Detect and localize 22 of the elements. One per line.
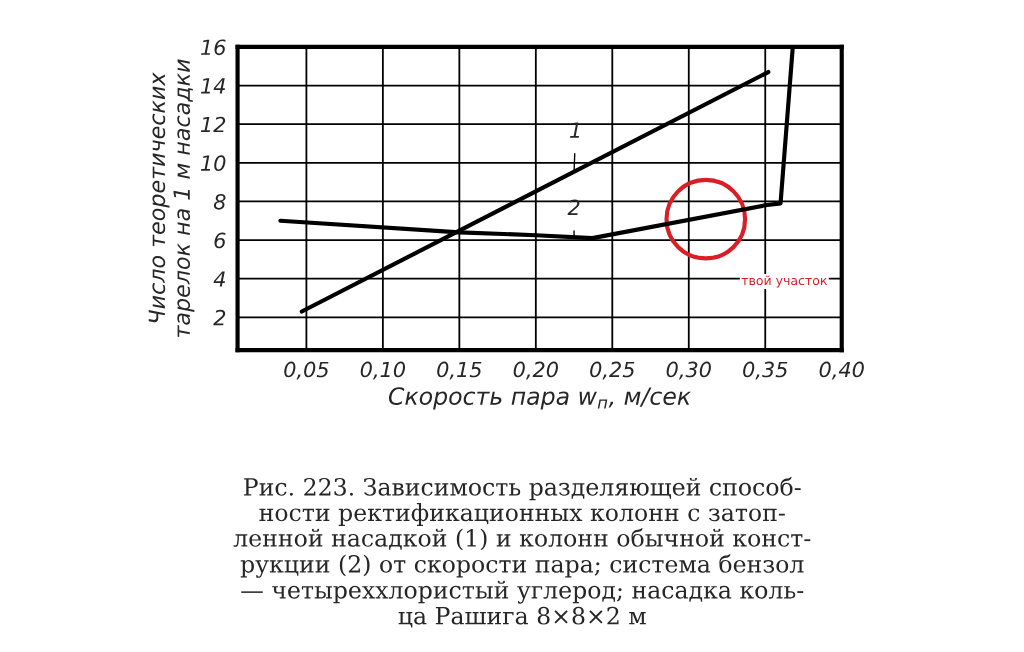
x-tick-label: 0,35: [743, 361, 788, 380]
x-tick-label: 0,10: [360, 361, 406, 380]
x-tick-label: 0,30: [666, 361, 711, 380]
x-tick-label: 0,25: [590, 361, 635, 380]
x-tick-label: 0,40: [819, 361, 864, 380]
y-tick-label: 12: [200, 116, 226, 133]
y-tick-label: 10: [200, 155, 226, 172]
annotation: твой участок: [741, 275, 828, 288]
y-tick-label: 8: [213, 193, 226, 210]
text: Рис. 223. Зависимость разделяющей способ- ности ректификационных колонн с затоп- ленной насадкой (1) и колонн обычной конст- рукции (2) от скорости пара; система бензол — четыреххлористый углерод; насадка коль- ца Рашига 8×8×2 м: [233, 477, 811, 628]
y-tick-label: 4: [213, 271, 225, 287]
series-label: 2: [567, 199, 580, 215]
y-tick-label: 16: [200, 39, 226, 56]
x-tick-label: 0,15: [437, 361, 482, 380]
x-tick-label: 0,05: [284, 361, 329, 380]
y-tick-label: 6: [214, 232, 226, 249]
x-tick-label: 0,20: [513, 361, 558, 380]
y-axis-title: Число теоретических тарелок на 1 м насадки: [148, 59, 195, 338]
x-axis-title: Скорость пара w$_{п}$, м/сек: [388, 387, 691, 410]
y-tick-label: 2: [213, 309, 226, 326]
series-label: 1: [569, 122, 580, 138]
y-tick-label: 14: [200, 78, 225, 94]
